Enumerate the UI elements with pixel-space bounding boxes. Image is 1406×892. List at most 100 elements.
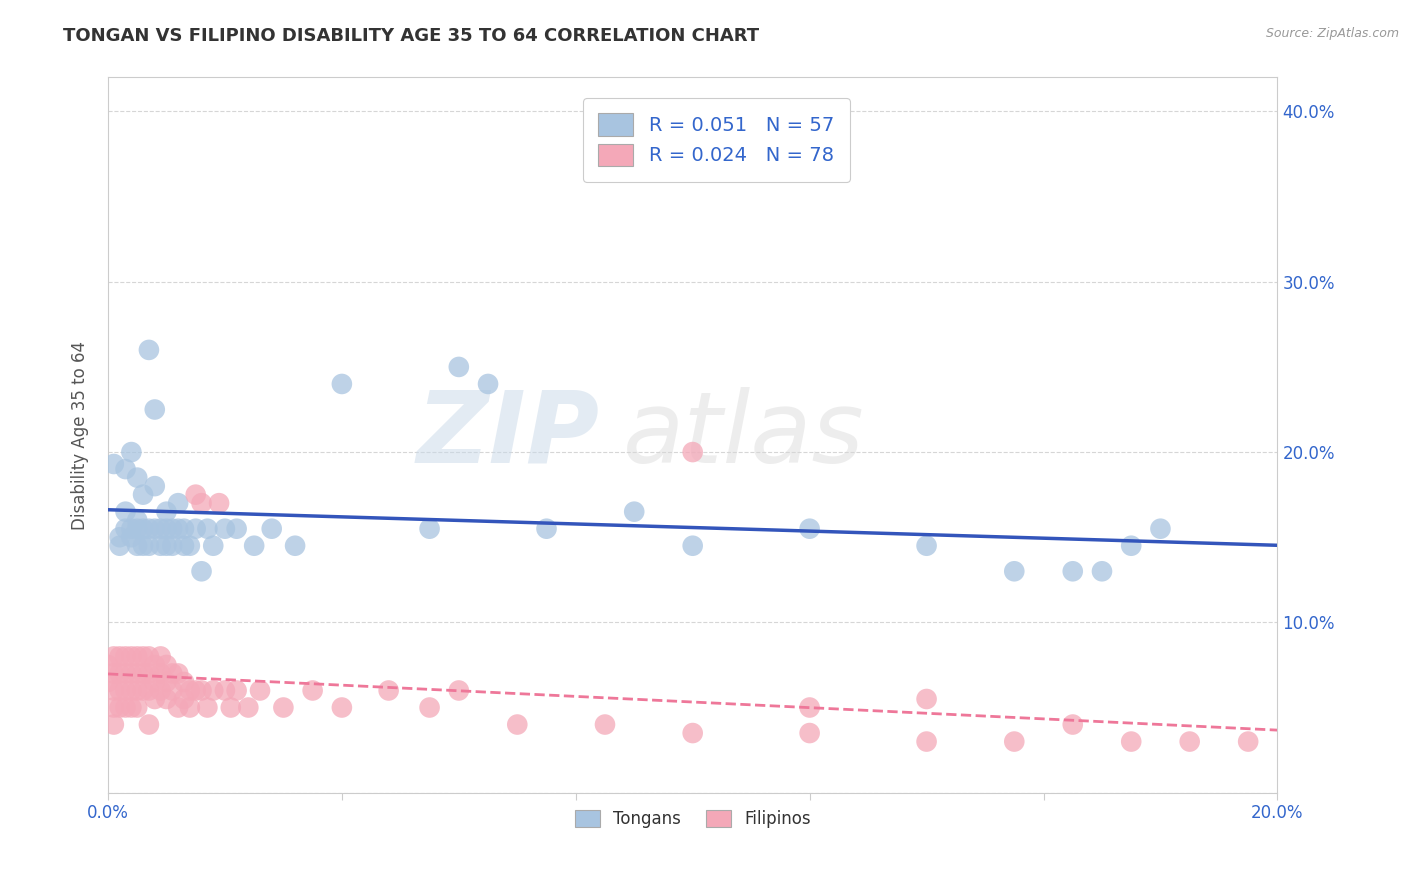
Point [173,675,195,690]
Point [127,700,149,714]
Point [103,666,125,681]
Point [120,522,142,536]
Point [377,683,399,698]
Point [155,539,177,553]
Point [225,522,247,536]
Point [536,522,558,536]
Point [190,683,212,698]
Point [184,488,207,502]
Point [214,522,236,536]
Point [260,522,283,536]
Point [114,700,136,714]
Point [301,683,323,698]
Point [103,649,125,664]
Point [103,683,125,698]
Point [219,700,242,714]
Point [138,522,160,536]
Point [120,700,142,714]
Point [127,470,149,484]
Point [915,539,938,553]
Point [120,683,142,698]
Point [108,683,131,698]
Point [1002,564,1025,578]
Point [1121,734,1143,748]
Point [915,734,938,748]
Point [238,700,260,714]
Point [1237,734,1260,748]
Point [330,376,353,391]
Point [149,539,172,553]
Point [682,539,704,553]
Point [447,359,470,374]
Point [167,496,190,510]
Point [108,666,131,681]
Point [173,539,195,553]
Text: Source: ZipAtlas.com: Source: ZipAtlas.com [1265,27,1399,40]
Point [120,666,142,681]
Point [167,700,190,714]
Text: ZIP: ZIP [416,386,599,483]
Point [127,666,149,681]
Point [179,683,201,698]
Point [155,675,177,690]
Point [1149,522,1171,536]
Point [155,522,177,536]
Point [173,692,195,706]
Point [127,513,149,527]
Point [202,539,225,553]
Point [190,564,212,578]
Point [149,683,172,698]
Point [143,657,166,672]
Point [593,717,616,731]
Point [1062,717,1084,731]
Point [120,530,142,544]
Point [120,649,142,664]
Point [179,539,201,553]
Text: atlas: atlas [623,386,865,483]
Point [132,649,155,664]
Point [447,683,470,698]
Point [114,649,136,664]
Point [179,700,201,714]
Y-axis label: Disability Age 35 to 64: Disability Age 35 to 64 [72,341,89,530]
Point [1091,564,1114,578]
Point [225,683,247,698]
Point [249,683,271,698]
Point [682,726,704,740]
Point [127,539,149,553]
Point [162,683,184,698]
Point [167,522,190,536]
Point [108,539,131,553]
Point [208,496,231,510]
Point [214,683,236,698]
Point [197,700,219,714]
Point [419,700,441,714]
Point [103,717,125,731]
Point [197,522,219,536]
Point [138,717,160,731]
Point [162,666,184,681]
Point [1002,734,1025,748]
Point [162,522,184,536]
Point [127,683,149,698]
Point [138,649,160,664]
Point [138,343,160,357]
Point [138,539,160,553]
Point [132,539,155,553]
Point [108,530,131,544]
Text: TONGAN VS FILIPINO DISABILITY AGE 35 TO 64 CORRELATION CHART: TONGAN VS FILIPINO DISABILITY AGE 35 TO … [63,27,759,45]
Point [108,649,131,664]
Point [143,692,166,706]
Point [799,700,821,714]
Point [1121,539,1143,553]
Point [1062,564,1084,578]
Point [97,657,120,672]
Point [682,445,704,459]
Point [127,649,149,664]
Point [149,522,172,536]
Point [477,376,499,391]
Point [108,700,131,714]
Point [114,462,136,476]
Point [243,539,266,553]
Legend: Tongans, Filipinos: Tongans, Filipinos [568,803,817,834]
